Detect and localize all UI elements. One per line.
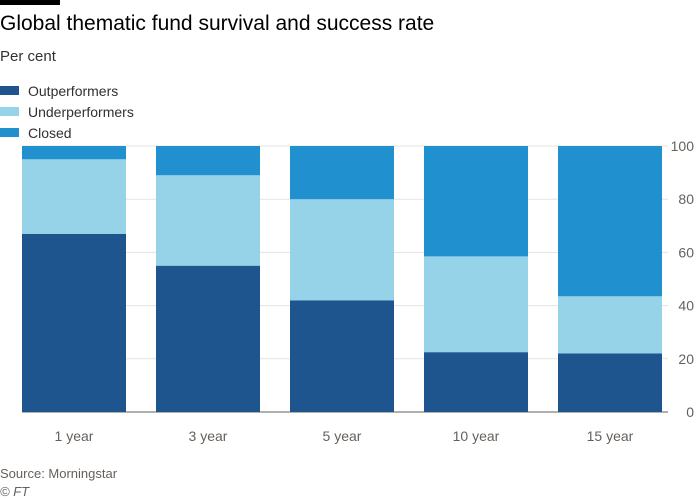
chart-title: Global thematic fund survival and succes… [0,12,435,35]
y-tick-label: 20 [678,351,694,367]
x-tick-label: 10 year [453,428,500,444]
x-tick-label: 15 year [587,428,634,444]
bar-underperformers-15-year [558,296,662,354]
bar-underperformers-10-year [424,256,528,353]
bar-outperformers-5-year [290,300,394,412]
legend-item-underperformers: Underperformers [0,101,134,122]
bar-underperformers-3-year [156,175,260,266]
legend-swatch-outperformers [0,86,19,95]
x-tick-label: 1 year [55,428,94,444]
bar-outperformers-15-year [558,353,662,412]
stacked-bar-chart: 0 20 40 60 80 100 1 year 3 year 5 year 10 year 15 … [22,138,695,444]
legend-item-outperformers: Outperformers [0,80,134,101]
bar-closed-5-year [290,146,394,200]
x-tick-label: 3 year [189,428,228,444]
bar-outperformers-3-year [156,265,260,412]
bar-underperformers-1-year [22,159,126,234]
y-tick-label: 100 [671,138,695,154]
bar-outperformers-1-year [22,233,126,412]
y-tick-label: 0 [686,404,694,420]
legend-swatch-closed [0,128,19,137]
bar-outperformers-10-year [424,352,528,412]
bar-underperformers-5-year [290,199,394,301]
y-tick-label: 40 [678,298,694,314]
brand-bar [0,0,60,5]
bar-closed-1-year [22,146,126,160]
chart-subtitle: Per cent [0,48,56,65]
y-tick-label: 60 [678,244,694,260]
source-note: Source: Morningstar [0,466,118,481]
copyright-note: © FT [0,484,30,499]
legend-label-underperformers: Underperformers [28,103,134,120]
legend: Outperformers Underperformers Closed [0,80,134,143]
x-tick-label: 5 year [323,428,362,444]
bar-closed-3-year [156,146,260,176]
bar-closed-15-year [558,146,662,297]
bar-closed-10-year [424,146,528,257]
legend-swatch-underperformers [0,107,19,116]
legend-label-outperformers: Outperformers [28,82,119,99]
legend-label-closed: Closed [28,124,72,141]
legend-item-closed: Closed [0,122,134,143]
y-tick-label: 80 [678,191,694,207]
